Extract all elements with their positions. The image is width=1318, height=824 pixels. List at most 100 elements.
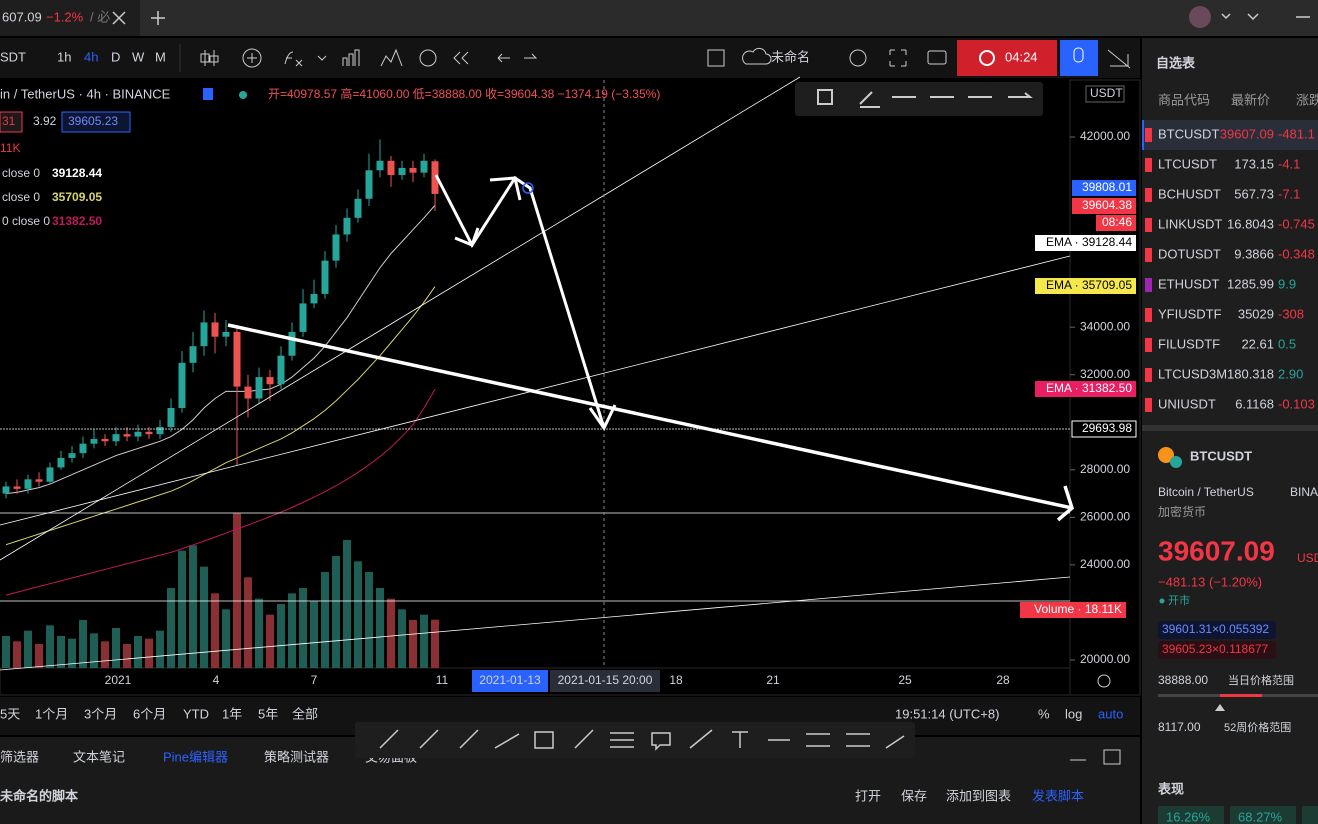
selected-row[interactable]: [1142, 120, 1318, 150]
fx-button[interactable]: [284, 51, 327, 67]
range-button[interactable]: 1个月: [35, 706, 68, 721]
interval-button[interactable]: 1h: [57, 49, 71, 64]
scale-button[interactable]: log: [1065, 706, 1082, 721]
day-range-fill: [1220, 694, 1262, 697]
script-action[interactable]: 打开: [855, 788, 881, 803]
row-symbol[interactable]: LTCUSDT: [1158, 156, 1217, 171]
panel-tab[interactable]: 策略测试器: [264, 749, 329, 764]
range-button[interactable]: 3个月: [84, 706, 117, 721]
volume-bar: [409, 620, 417, 668]
row-symbol[interactable]: ETHUSDT: [1158, 276, 1219, 291]
templates-button[interactable]: [342, 49, 360, 66]
range-button[interactable]: 5年: [258, 706, 278, 721]
settings-button[interactable]: [849, 49, 867, 67]
price-tag: [1035, 278, 1136, 294]
row-symbol[interactable]: FILUSDTF: [1158, 336, 1220, 351]
panel-tab[interactable]: Pine编辑器: [163, 749, 228, 764]
range-button[interactable]: 6个月: [133, 706, 166, 721]
layout-button[interactable]: [707, 49, 725, 67]
script-action[interactable]: 保存: [901, 788, 927, 803]
row-price: 16.8043: [1227, 216, 1274, 231]
ema-line: [5, 204, 436, 495]
scale-button[interactable]: %: [1038, 706, 1050, 721]
row-symbol[interactable]: LTCUSD3M: [1158, 366, 1227, 381]
interval-button[interactable]: 4h: [84, 49, 98, 64]
volume-bar: [211, 593, 219, 668]
candle-body: [68, 453, 76, 458]
drawing-bar-tools[interactable]: [379, 729, 905, 751]
row-symbol[interactable]: UNIUSDT: [1158, 396, 1216, 411]
price-tag-label: 29693.98: [1082, 421, 1132, 435]
layout-name[interactable]: 未命名: [771, 49, 810, 64]
mic-button[interactable]: [1060, 40, 1098, 76]
time-label: 21: [766, 673, 780, 687]
candle-body: [13, 486, 21, 489]
drawing-tools[interactable]: [817, 89, 1033, 108]
candle-body: [233, 331, 241, 387]
price-tag-label: EMA · 39128.44: [1046, 235, 1132, 249]
record-button[interactable]: [957, 40, 1057, 76]
volume-bar: [134, 636, 142, 668]
compare-button[interactable]: [380, 48, 403, 67]
scale-button[interactable]: auto: [1098, 706, 1123, 721]
panel-tab[interactable]: 文本笔记: [73, 749, 125, 764]
arrow-heads: [454, 176, 617, 431]
price-tag: [1035, 381, 1136, 397]
row-price: 22.61: [1241, 336, 1274, 351]
row-symbol[interactable]: LINKUSDT: [1158, 216, 1222, 231]
row-change: -0.103: [1278, 396, 1315, 411]
interval-button[interactable]: D: [111, 49, 120, 64]
snapshot-button[interactable]: [927, 50, 947, 65]
row-flag: [1145, 158, 1152, 172]
row-symbol[interactable]: BCHUSDT: [1158, 186, 1221, 201]
row-symbol[interactable]: BTCUSDT: [1158, 126, 1219, 141]
range-button[interactable]: 全部: [292, 706, 318, 721]
avatar[interactable]: [1189, 6, 1211, 28]
anchor-point[interactable]: [522, 182, 534, 194]
script-action[interactable]: 发表脚本: [1032, 788, 1084, 803]
interval-button[interactable]: M: [155, 49, 166, 64]
candle-body: [112, 434, 120, 442]
ema-line: [5, 286, 436, 546]
watchlist-title[interactable]: 自选表: [1156, 55, 1196, 70]
row-flag: [1145, 218, 1152, 232]
chart-type-button[interactable]: [200, 50, 219, 66]
candle-body: [145, 431, 153, 435]
tab-close[interactable]: [112, 11, 126, 25]
replay-undo-redo[interactable]: [453, 51, 538, 65]
candle-body: [101, 438, 109, 442]
ema-legend-value: 31382.50: [52, 214, 102, 228]
range-button[interactable]: 5天: [0, 706, 20, 721]
range-button[interactable]: YTD: [183, 706, 209, 721]
fullscreen-button[interactable]: [889, 49, 907, 67]
perf-chip: [1230, 806, 1296, 824]
window-controls[interactable]: [1221, 13, 1310, 21]
row-symbol[interactable]: YFIUSDTF: [1158, 306, 1222, 321]
panel-controls[interactable]: [1070, 749, 1121, 765]
active-tab[interactable]: [0, 0, 140, 36]
volume-bar: [156, 630, 164, 668]
drawing-toolbar: [795, 82, 1043, 116]
new-tab[interactable]: [151, 11, 165, 25]
currency-box[interactable]: [1085, 85, 1125, 103]
time-label: 18: [669, 673, 683, 687]
alert-button[interactable]: [419, 49, 437, 67]
indicator-button[interactable]: [242, 48, 262, 68]
candle-body: [277, 355, 285, 385]
axis-settings[interactable]: [1097, 674, 1111, 688]
tab-bar: [0, 0, 1318, 36]
spread: 3.92: [33, 114, 57, 128]
interval-button[interactable]: W: [132, 49, 145, 64]
detail-status: 开市: [1168, 593, 1190, 607]
range-button[interactable]: 1年: [222, 706, 242, 721]
currency: USDT: [1090, 86, 1123, 100]
row-symbol[interactable]: DOTUSDT: [1158, 246, 1221, 261]
legend-symbol: in / TetherUS · 4h · BINANCE: [0, 86, 171, 101]
panel-tab[interactable]: 筛选器: [0, 749, 39, 764]
script-action[interactable]: 添加到图表: [946, 788, 1011, 803]
time-label: 2021-01-13: [479, 673, 541, 687]
volume-bar: [200, 566, 208, 668]
cam-off[interactable]: [1107, 49, 1131, 69]
candle-body: [288, 331, 296, 356]
toolbar-symbol[interactable]: SDT: [0, 49, 26, 64]
